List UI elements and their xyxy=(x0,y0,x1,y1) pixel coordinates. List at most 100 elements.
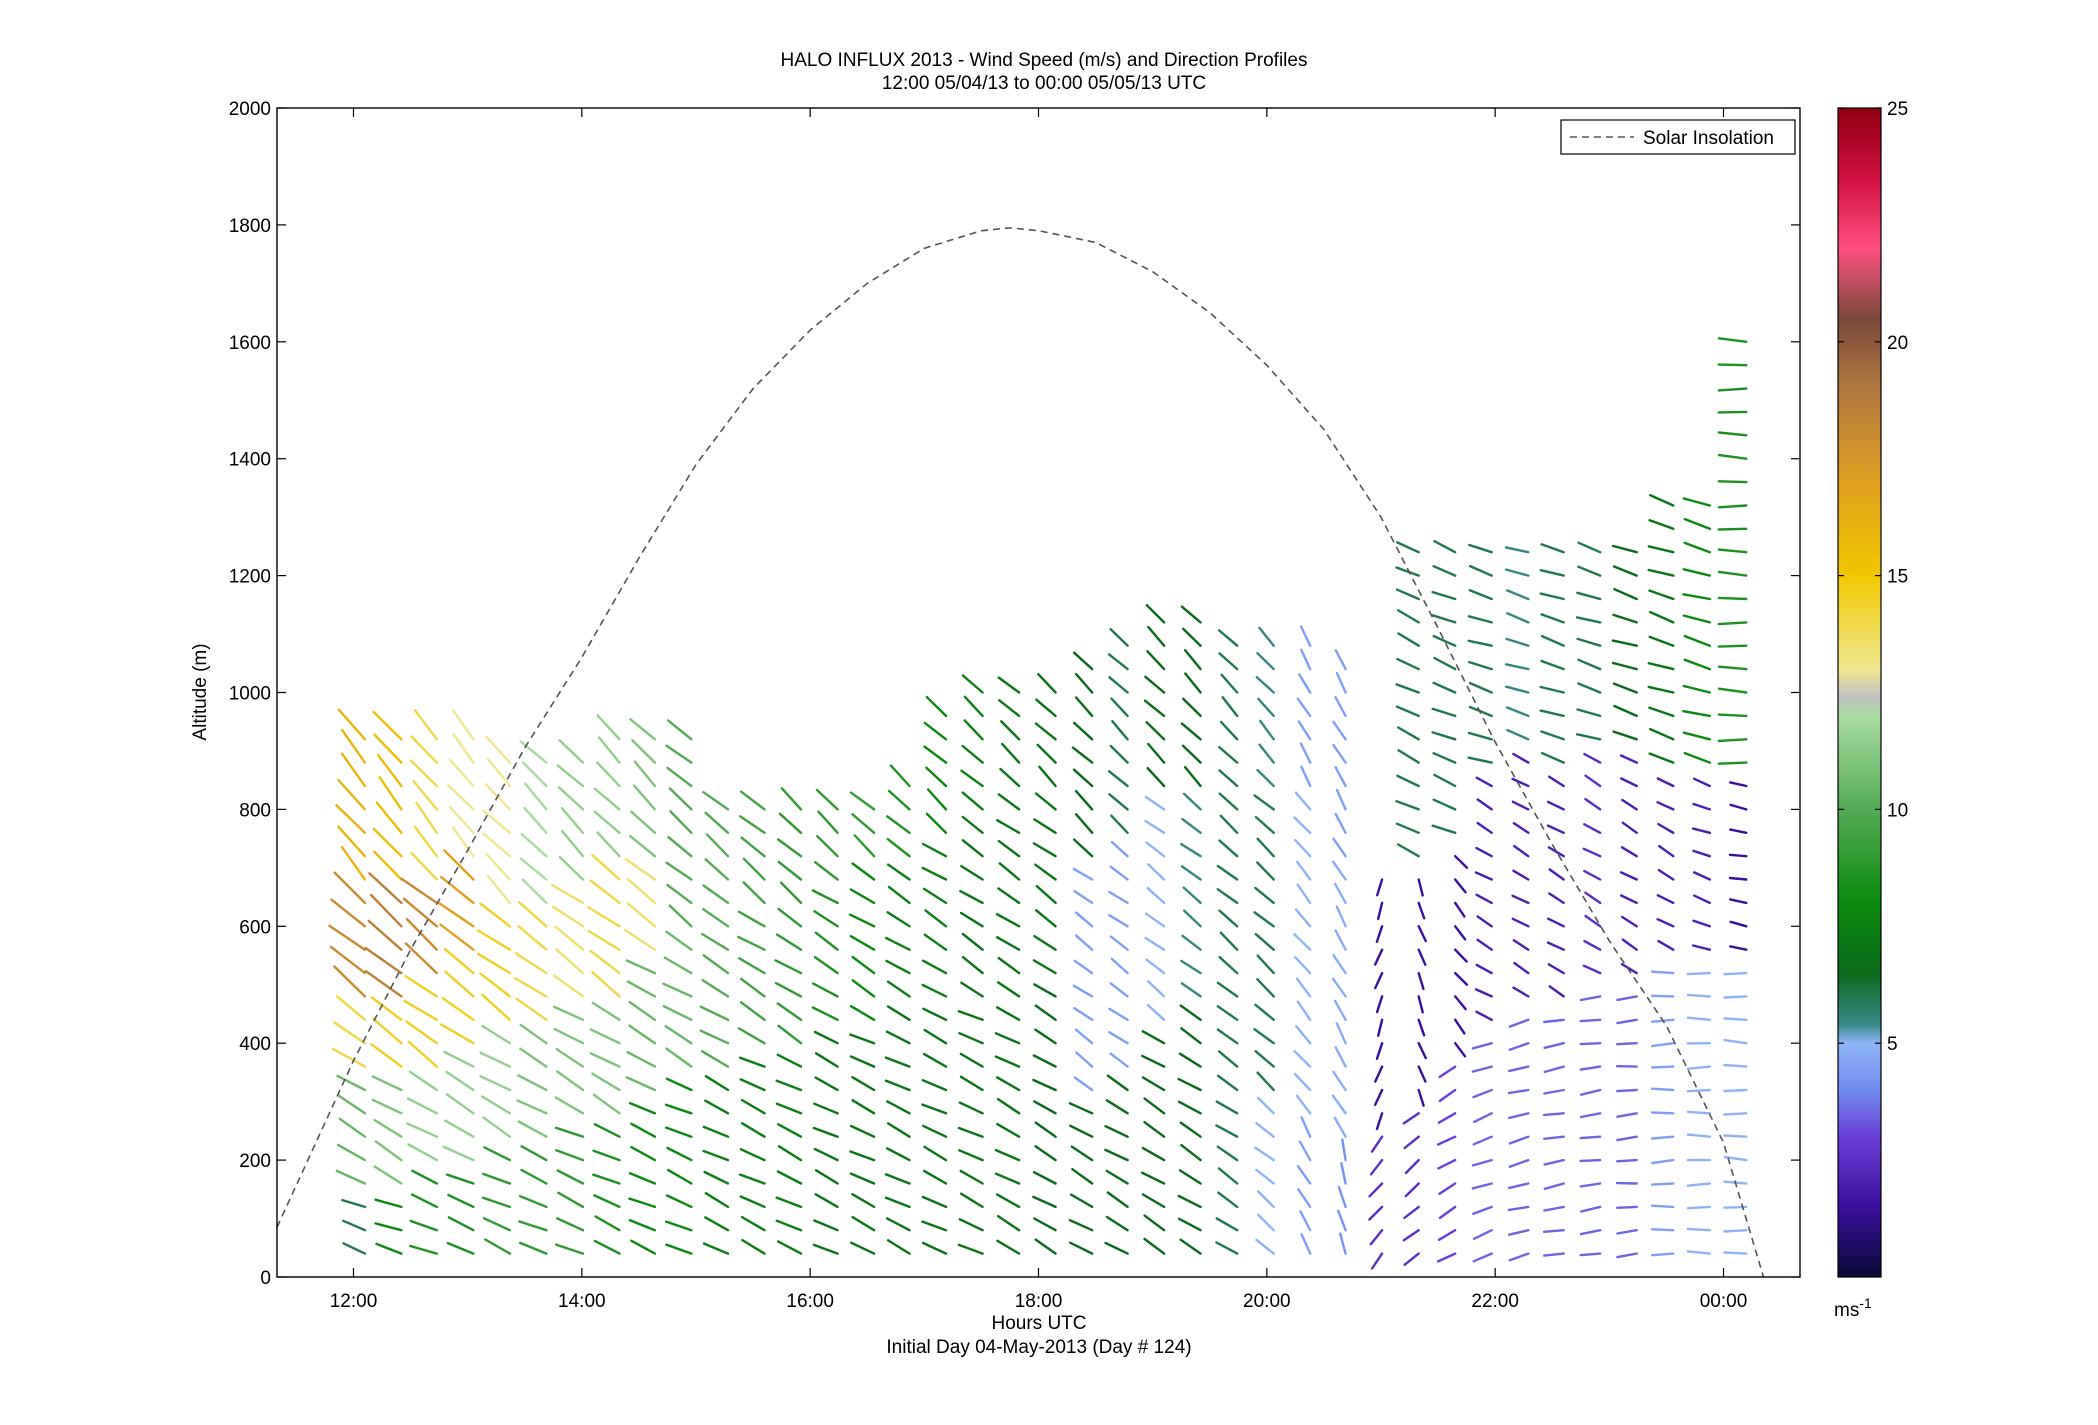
wind-barb xyxy=(958,1218,984,1232)
wind-barb xyxy=(443,947,475,975)
wind-barb xyxy=(849,791,876,811)
wind-barb xyxy=(961,815,984,834)
wind-barb xyxy=(1438,1065,1457,1079)
wind-barb xyxy=(1472,1228,1493,1241)
wind-barb xyxy=(1068,1218,1094,1232)
wind-barb xyxy=(1507,1205,1530,1212)
wind-barb xyxy=(1404,1158,1420,1175)
wind-barb xyxy=(1432,798,1457,811)
wind-barb xyxy=(1717,548,1748,554)
wind-barb xyxy=(1433,773,1457,788)
wind-barb xyxy=(1397,609,1420,624)
wind-barb xyxy=(1686,1250,1712,1255)
wind-barb xyxy=(1417,925,1428,943)
colorbar xyxy=(1837,107,1882,1278)
wind-barb xyxy=(1218,956,1239,975)
wind-barb xyxy=(1508,1158,1530,1168)
wind-barb xyxy=(1453,995,1467,1011)
wind-barb xyxy=(995,913,1021,928)
wind-barb xyxy=(1657,939,1675,951)
wind-barb xyxy=(449,758,475,788)
y-tick-label: 400 xyxy=(239,1034,271,1055)
wind-barb xyxy=(1034,1004,1057,1021)
wind-barb xyxy=(813,1219,839,1232)
wind-barb xyxy=(994,1148,1021,1162)
wind-barb xyxy=(342,1242,367,1255)
wind-barb xyxy=(1583,939,1602,951)
wind-barb xyxy=(1540,634,1565,647)
wind-barb xyxy=(665,1047,693,1068)
wind-barb xyxy=(1105,1099,1129,1115)
wind-barb xyxy=(1476,915,1493,928)
wind-barb xyxy=(1683,517,1712,530)
wind-barb xyxy=(448,805,475,834)
wind-barb xyxy=(1254,1050,1275,1068)
wind-barb xyxy=(886,1147,911,1162)
wind-barb xyxy=(848,913,876,928)
wind-barb xyxy=(1254,933,1275,951)
wind-barb xyxy=(1650,1182,1675,1186)
wind-barb xyxy=(1404,1182,1420,1198)
wind-barb xyxy=(1508,1041,1530,1051)
wind-barb xyxy=(482,1116,512,1138)
wind-barb xyxy=(1218,652,1239,671)
wind-barb xyxy=(1546,941,1565,951)
wind-barb xyxy=(921,1103,948,1115)
wind-barb xyxy=(1468,564,1493,577)
wind-barb xyxy=(923,1169,948,1185)
wind-barb xyxy=(1146,980,1166,998)
wind-barb xyxy=(1692,871,1712,881)
wind-barb xyxy=(1037,673,1057,694)
wind-barb xyxy=(521,878,548,905)
wind-barb xyxy=(518,1220,548,1232)
wind-barb xyxy=(1217,1167,1239,1185)
wind-barb xyxy=(1035,698,1057,718)
wind-barb xyxy=(1579,1065,1602,1071)
wind-barb xyxy=(517,925,548,951)
wind-barb xyxy=(1069,1241,1094,1255)
wind-barb xyxy=(923,1145,948,1162)
wind-barb xyxy=(1728,876,1748,881)
wind-barb xyxy=(331,1047,367,1068)
wind-barb xyxy=(626,980,657,998)
wind-barb xyxy=(1370,1252,1384,1270)
wind-barb xyxy=(336,1074,367,1092)
wind-barb xyxy=(447,784,475,811)
wind-barb xyxy=(632,784,657,811)
wind-barb xyxy=(1109,935,1129,951)
wind-barb xyxy=(1656,777,1675,788)
wind-barb xyxy=(1546,917,1565,928)
wind-barb xyxy=(371,1075,403,1092)
wind-barb xyxy=(1436,1252,1457,1263)
wind-barb xyxy=(1548,985,1565,998)
wind-barb xyxy=(329,945,367,975)
wind-barb xyxy=(1074,1028,1094,1045)
wind-barb xyxy=(1145,841,1166,858)
wind-barb xyxy=(959,1052,984,1068)
colorbar-tick-label: 5 xyxy=(1887,1034,1898,1055)
wind-barb xyxy=(1584,914,1602,928)
wind-barb xyxy=(1395,705,1420,718)
wind-barb xyxy=(704,1074,730,1092)
wind-barb xyxy=(1370,1135,1384,1153)
wind-barb xyxy=(1141,1030,1166,1045)
wind-barb xyxy=(561,830,585,858)
wind-barb xyxy=(1369,1158,1384,1176)
wind-barb xyxy=(812,1126,839,1138)
wind-barb xyxy=(1729,803,1748,811)
wind-barb xyxy=(1147,625,1166,647)
wind-barb xyxy=(740,836,766,858)
wind-barb xyxy=(851,1192,876,1209)
wind-barb xyxy=(1293,838,1312,858)
wind-barb xyxy=(1723,1134,1748,1138)
wind-barb xyxy=(440,1023,475,1045)
wind-barb xyxy=(1337,1209,1347,1232)
wind-barb xyxy=(1507,1112,1530,1120)
wind-barb xyxy=(1143,1237,1166,1255)
wind-barb xyxy=(924,909,948,928)
wind-barb xyxy=(1331,860,1347,881)
wind-barb xyxy=(452,826,475,858)
wind-barb xyxy=(1686,1182,1712,1187)
x-tick-label: 14:00 xyxy=(558,1291,606,1312)
wind-barb xyxy=(776,1053,803,1068)
